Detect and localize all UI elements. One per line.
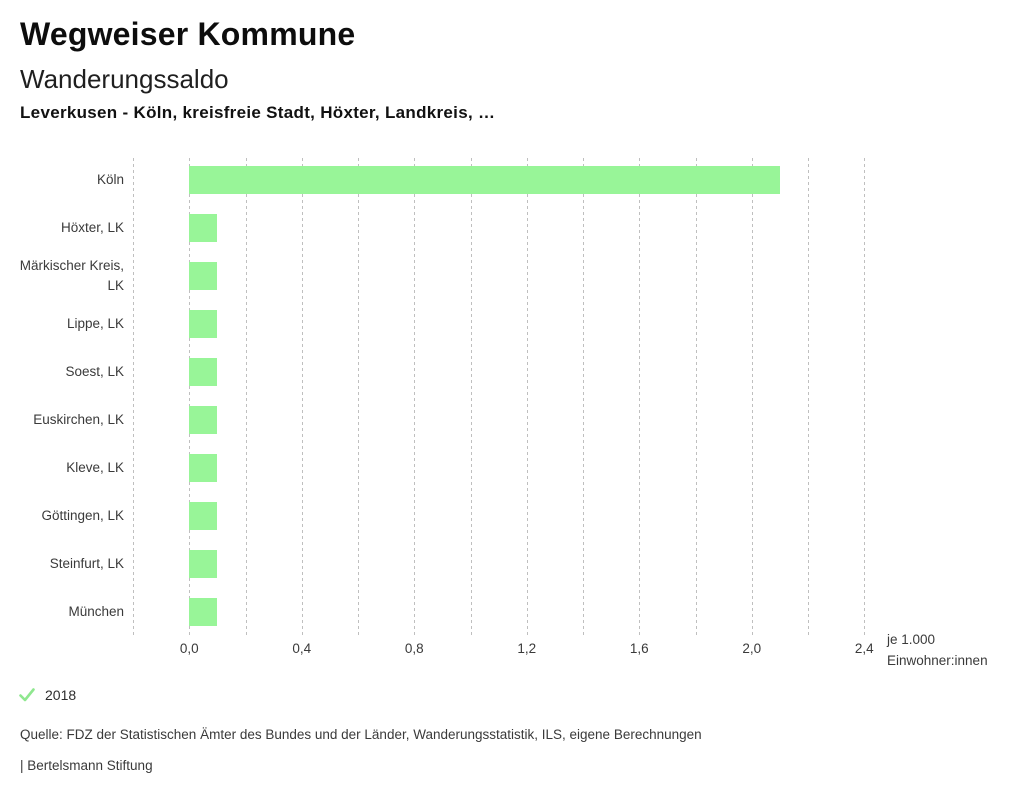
gridline — [864, 158, 866, 635]
bar-kleve-lk[interactable] — [189, 454, 218, 482]
bar-steinfurt-lk[interactable] — [189, 550, 218, 578]
gridline — [808, 158, 809, 635]
bar-lippe-lk[interactable] — [189, 310, 218, 338]
page-title: Wegweiser Kommune — [20, 16, 356, 52]
category-label: Märkischer Kreis, LK — [19, 258, 124, 293]
x-tick-label: 2,0 — [742, 641, 762, 656]
category-label: Kleve, LK — [66, 460, 124, 475]
category-label: Göttingen, LK — [41, 508, 124, 523]
category-label: Lippe, LK — [66, 316, 124, 331]
gridline — [414, 158, 416, 635]
legend-item-2018[interactable]: 2018 — [19, 687, 76, 703]
x-axis-unit-label: je 1.000 Einwohner:innen — [887, 629, 988, 671]
category-label: Euskirchen, LK — [33, 412, 124, 427]
check-icon — [19, 688, 35, 702]
gridline — [526, 158, 528, 635]
category-label: München — [68, 604, 124, 619]
bar-höxter-lk[interactable] — [189, 214, 218, 242]
gridline — [358, 158, 359, 635]
source-attribution: Quelle: FDZ der Statistischen Ämter des … — [20, 727, 702, 742]
gridline — [695, 158, 697, 635]
x-tick-label: 1,2 — [517, 641, 537, 656]
x-tick-label: 1,6 — [629, 641, 649, 656]
x-tick-label: 2,4 — [854, 641, 874, 656]
gridline — [639, 158, 641, 635]
gridline — [583, 158, 584, 635]
gridline — [245, 158, 247, 635]
category-label: Soest, LK — [65, 364, 124, 379]
category-label: Köln — [96, 172, 124, 187]
x-tick-label: 0,4 — [292, 641, 312, 656]
x-axis-unit-line1: je 1.000 — [887, 632, 936, 647]
x-tick-label: 0,0 — [179, 641, 199, 656]
chart-selection-subtitle: Leverkusen - Köln, kreisfreie Stadt, Höx… — [20, 103, 496, 122]
gridline — [301, 158, 303, 635]
bar-euskirchen-lk[interactable] — [189, 406, 218, 434]
x-axis-unit-line2: Einwohner:innen — [887, 653, 988, 668]
bar-soest-lk[interactable] — [189, 358, 218, 386]
category-label: Steinfurt, LK — [49, 556, 124, 571]
x-tick-label: 0,8 — [404, 641, 424, 656]
bar-märkischer-kreis-lk[interactable] — [189, 262, 218, 290]
gridline — [189, 158, 191, 635]
brand-attribution: | Bertelsmann Stiftung — [20, 758, 153, 773]
bar-göttingen-lk[interactable] — [189, 502, 218, 530]
gridline — [470, 158, 472, 635]
gridline — [751, 158, 753, 635]
chart-title: Wanderungssaldo — [20, 64, 229, 94]
bar-köln[interactable] — [189, 166, 780, 194]
gridline — [133, 158, 134, 635]
category-label: Höxter, LK — [60, 220, 124, 235]
bar-münchen[interactable] — [189, 598, 218, 626]
legend-label: 2018 — [45, 687, 77, 703]
